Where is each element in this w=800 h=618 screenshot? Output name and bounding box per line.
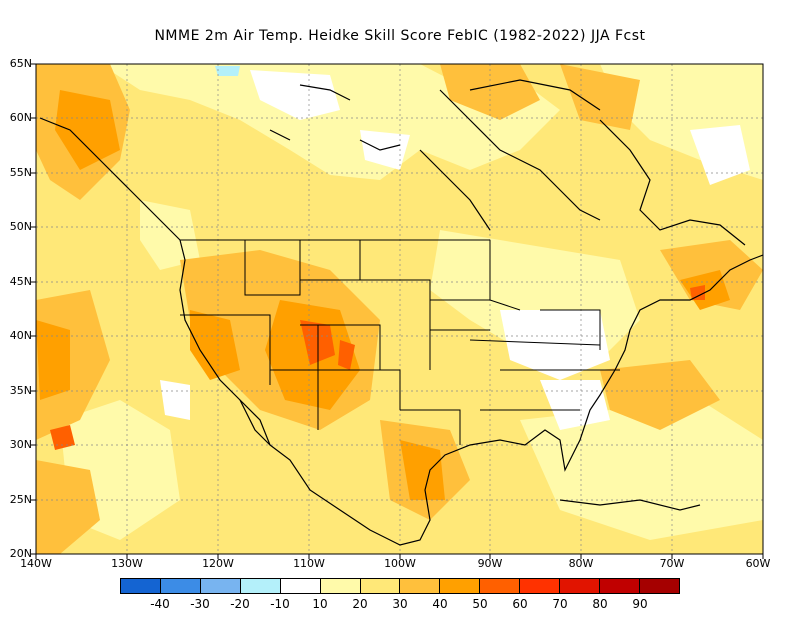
lat-label-25n: 25N: [9, 493, 32, 506]
legend-tick-label: 50: [472, 597, 488, 611]
legend-swatch: [320, 579, 361, 593]
legend-swatch: [440, 579, 481, 593]
legend-swatch: [520, 579, 561, 593]
legend-swatch: [560, 579, 601, 593]
legend-tick-label: -40: [150, 597, 170, 611]
color-legend: [120, 578, 680, 594]
lat-label-60n: 60N: [9, 111, 32, 124]
lat-label-20n: 20N: [9, 547, 32, 560]
lon-label-60w: 60W: [745, 557, 771, 570]
coastlines: [39, 79, 763, 546]
lon-label-90w: 90W: [477, 557, 503, 570]
legend-tick-label: 40: [432, 597, 448, 611]
lat-label-50n: 50N: [9, 220, 32, 233]
lat-label-65n: 65N: [9, 57, 32, 70]
legend-swatch: [480, 579, 521, 593]
legend-swatch: [360, 579, 401, 593]
lat-label-35n: 35N: [9, 384, 32, 397]
lat-label-30n: 30N: [9, 438, 32, 451]
score-minus-10-region: [215, 66, 240, 76]
legend-swatch: [240, 579, 281, 593]
legend-tick-label: 60: [512, 597, 528, 611]
lon-label-80w: 80W: [568, 557, 594, 570]
legend-swatch: [400, 579, 441, 593]
lon-label-100w: 100W: [384, 557, 416, 570]
lon-label-70w: 70W: [659, 557, 685, 570]
map-title: NMME 2m Air Temp. Heidke Skill Score Feb…: [154, 28, 646, 44]
legend-tick-label: -20: [230, 597, 250, 611]
lat-label-55n: 55N: [9, 166, 32, 179]
legend-swatch: [200, 579, 241, 593]
legend-swatch: [160, 579, 201, 593]
legend-tick-label: -30: [190, 597, 210, 611]
lon-label-120w: 120W: [202, 557, 234, 570]
legend-tick-label: 70: [552, 597, 568, 611]
legend-tick-label: 30: [392, 597, 408, 611]
lat-label-40n: 40N: [9, 329, 32, 342]
lon-label-140w: 140W: [20, 557, 52, 570]
legend-tick-label: -10: [270, 597, 290, 611]
axis-ticks: [31, 63, 764, 559]
legend-swatch: [639, 579, 679, 593]
legend-tick-label: 20: [352, 597, 368, 611]
legend-tick-label: 80: [592, 597, 608, 611]
legend-swatch: [121, 579, 161, 593]
lon-label-130w: 130W: [111, 557, 143, 570]
legend-tick-label: 10: [312, 597, 328, 611]
legend-swatch: [600, 579, 640, 593]
lon-label-110w: 110W: [293, 557, 325, 570]
legend-swatch: [280, 579, 321, 593]
state-borders: [180, 239, 620, 445]
legend-tick-label: 90: [632, 597, 648, 611]
lat-label-45n: 45N: [9, 275, 32, 288]
score-near-zero-regions: [160, 70, 750, 430]
